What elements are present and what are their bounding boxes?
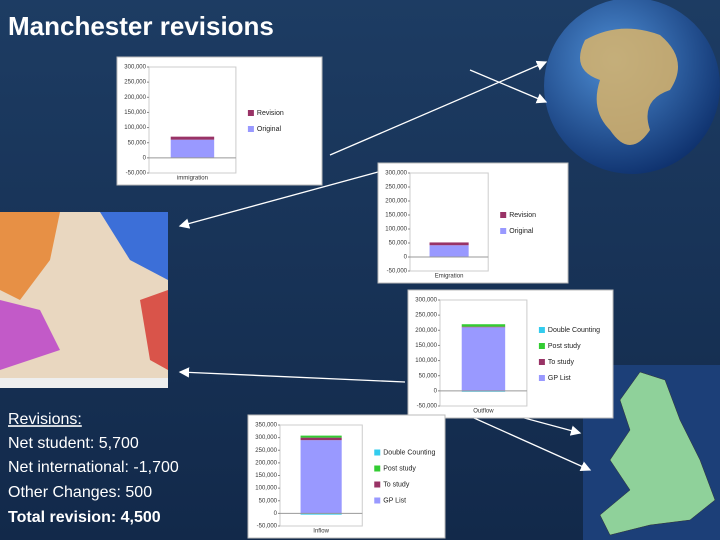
- revision-total: Total revision: 4,500: [8, 509, 161, 526]
- y-tick-label: 200,000: [255, 460, 277, 466]
- england-map: [583, 365, 720, 540]
- legend-label: GP List: [383, 497, 406, 504]
- y-tick-label: 50,000: [419, 373, 438, 379]
- bar-segment: [300, 437, 342, 441]
- legend-swatch: [374, 449, 381, 456]
- bar-segment: [461, 324, 506, 327]
- legend-label: GP List: [548, 375, 571, 382]
- y-tick-label: 300,000: [415, 298, 437, 304]
- y-tick-label: 0: [274, 511, 278, 517]
- legend-swatch: [538, 359, 545, 365]
- legend-swatch: [374, 465, 381, 472]
- y-tick-label: -50,000: [417, 404, 438, 410]
- x-tick-label: Emigration: [435, 274, 464, 280]
- revisions-heading: Revisions:: [8, 411, 82, 428]
- y-tick-label: 200,000: [415, 328, 437, 334]
- plot-area: [409, 172, 489, 272]
- y-tick-label: 150,000: [255, 473, 277, 479]
- x-tick-label: immigration: [177, 176, 208, 182]
- chart-panel: [116, 56, 323, 186]
- legend-label: Original: [509, 228, 534, 235]
- plot-area: [439, 299, 528, 407]
- chart-panel: [407, 289, 614, 419]
- y-tick-label: 300,000: [124, 65, 146, 71]
- plot-area: [148, 66, 237, 174]
- y-tick-label: -50,000: [126, 171, 147, 177]
- revision-line: Net international: -1,700: [8, 459, 179, 476]
- bar-segment: [300, 440, 342, 514]
- bar-segment: [300, 513, 342, 515]
- legend-label: Revision: [509, 212, 536, 219]
- y-tick-label: 350,000: [255, 423, 277, 429]
- x-tick-label: Inflow: [313, 529, 329, 535]
- y-tick-label: 300,000: [255, 435, 277, 441]
- globe: [544, 0, 720, 174]
- legend-label: Original: [257, 126, 282, 133]
- y-tick-label: 100,000: [385, 227, 407, 233]
- y-tick-label: 100,000: [415, 358, 437, 364]
- legend-label: Post study: [548, 343, 581, 350]
- chart-panel: [247, 414, 446, 539]
- y-tick-label: 250,000: [385, 185, 407, 191]
- legend-swatch: [500, 228, 507, 234]
- legend-swatch: [247, 126, 254, 132]
- bar-segment: [461, 327, 506, 391]
- legend-swatch: [500, 212, 507, 218]
- legend-swatch: [247, 110, 254, 116]
- bar-segment: [429, 245, 469, 257]
- y-tick-label: 100,000: [255, 486, 277, 492]
- legend-label: To study: [383, 481, 410, 488]
- y-tick-label: 200,000: [385, 199, 407, 205]
- revision-line: Net student: 5,700: [8, 435, 139, 452]
- bar-segment: [429, 242, 469, 246]
- y-tick-label: 300,000: [385, 171, 407, 177]
- y-tick-label: 150,000: [124, 110, 146, 116]
- y-tick-label: 50,000: [259, 498, 278, 504]
- chart-panel: [377, 162, 569, 284]
- y-tick-label: -50,000: [387, 269, 408, 275]
- bar-segment: [300, 435, 342, 438]
- legend-swatch: [538, 343, 545, 349]
- y-tick-label: 250,000: [124, 80, 146, 86]
- y-tick-label: -50,000: [257, 524, 278, 530]
- legend-swatch: [538, 375, 545, 381]
- legend-label: To study: [548, 359, 575, 366]
- y-tick-label: 100,000: [124, 125, 146, 131]
- y-tick-label: 0: [404, 255, 408, 261]
- y-tick-label: 250,000: [415, 313, 437, 319]
- legend-label: Post study: [383, 465, 416, 472]
- y-tick-label: 150,000: [415, 343, 437, 349]
- legend-label: Revision: [257, 110, 284, 117]
- bar-segment: [170, 139, 215, 158]
- title: Manchester revisions: [8, 11, 274, 41]
- y-tick-label: 0: [434, 388, 438, 394]
- bar-segment: [170, 136, 215, 140]
- legend-label: Double Counting: [548, 327, 600, 334]
- regional-map: [0, 212, 168, 388]
- y-tick-label: 0: [143, 155, 147, 161]
- legend-label: Double Counting: [383, 449, 435, 456]
- legend-swatch: [374, 481, 381, 488]
- y-tick-label: 50,000: [389, 241, 408, 247]
- y-tick-label: 250,000: [255, 448, 277, 454]
- y-tick-label: 200,000: [124, 95, 146, 101]
- legend-swatch: [538, 327, 545, 333]
- x-tick-label: Outflow: [473, 409, 494, 415]
- revision-line: Other Changes: 500: [8, 484, 152, 501]
- bar-segment: [461, 326, 506, 328]
- y-tick-label: 150,000: [385, 213, 407, 219]
- legend-swatch: [374, 497, 381, 504]
- y-tick-label: 50,000: [128, 140, 147, 146]
